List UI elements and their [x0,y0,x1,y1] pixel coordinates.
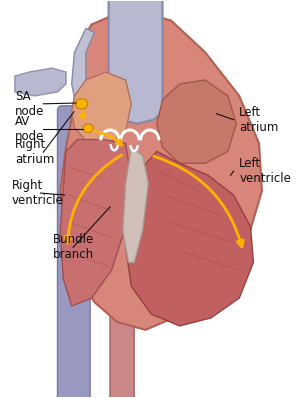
FancyBboxPatch shape [58,106,90,398]
Polygon shape [15,68,66,96]
Text: Right
ventricle: Right ventricle [12,179,64,207]
Text: Bundle
branch: Bundle branch [52,233,94,261]
Text: Left
atrium: Left atrium [239,106,279,134]
Text: AV
node: AV node [15,115,44,143]
Text: SA
node: SA node [15,90,44,118]
Polygon shape [123,147,148,262]
Text: Right
atrium: Right atrium [15,138,54,166]
Text: Left
ventricle: Left ventricle [239,157,291,185]
Polygon shape [109,0,163,124]
Polygon shape [72,72,131,143]
Polygon shape [72,29,109,143]
Polygon shape [126,151,254,326]
Ellipse shape [83,124,93,133]
Ellipse shape [76,99,88,109]
Polygon shape [60,9,262,330]
Polygon shape [157,80,236,163]
Polygon shape [60,140,131,306]
FancyBboxPatch shape [110,306,134,398]
